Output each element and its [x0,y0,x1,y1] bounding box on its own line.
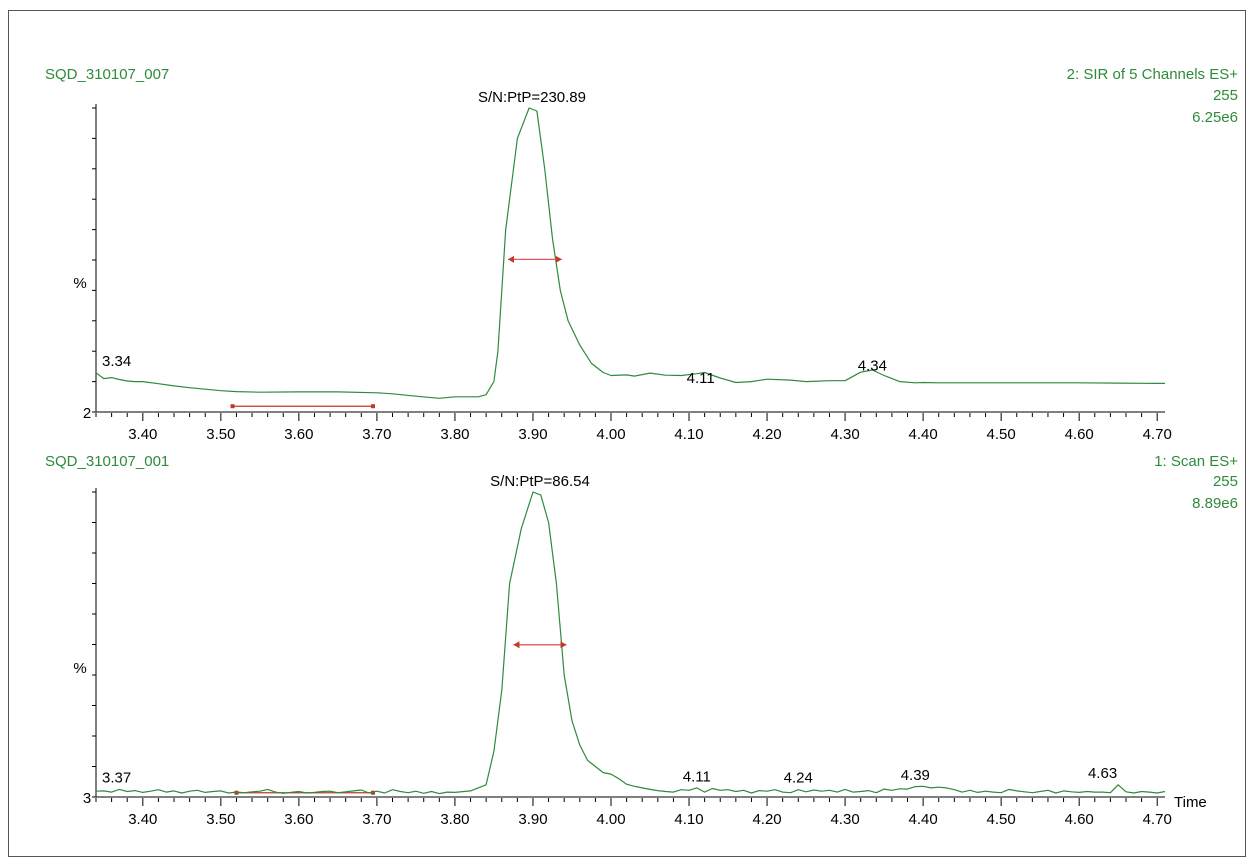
trace-top [95,107,1165,409]
peak-width-arrow-right [555,255,562,263]
sample-name-top: SQD_310107_007 [45,66,169,83]
noise-range-marker [230,404,235,409]
x-tick-label: 4.60 [1065,811,1094,828]
noise-range-marker [371,790,376,795]
x-tick-label: 4.70 [1143,426,1172,443]
panel-scan: SQD_310107_001 1: Scan ES+ 255 8.89e6 S/… [45,453,1238,828]
x-tick-label: 4.70 [1143,811,1172,828]
peak-labels-bottom: 3.37 4.11 4.24 4.39 4.63 [102,765,1117,787]
y-axis-label-top: % [73,275,86,292]
chromatogram-frame [8,10,1246,857]
peak-label: 4.63 [1088,765,1117,782]
x-tick-label: 3.80 [440,426,469,443]
peak-label: 4.11 [683,768,711,785]
sample-name-bottom: SQD_310107_001 [45,453,169,470]
x-tick-label: 4.40 [909,426,938,443]
x-tick-label: 3.60 [284,426,313,443]
x-tick-label: 4.40 [909,811,938,828]
chromatogram-trace [95,491,1166,795]
axes-bottom [92,488,1165,798]
panel-sir: SQD_310107_007 2: SIR of 5 Channels ES+ … [45,66,1238,443]
x-tick-label: 3.40 [128,811,157,828]
noise-range-marker [234,790,239,795]
y-axis-label-bottom: % [73,660,86,677]
x-ticks-bottom: 3.40 3.50 3.60 3.70 3.80 3.90 4.00 4.10 4.20 4.30… [95,798,1172,828]
chromatogram-trace [95,107,1165,399]
peak-label: 4.24 [784,770,813,787]
baseline-label-bottom: 3 [83,790,91,807]
channel-title-bottom: 1: Scan ES+ [1154,453,1238,470]
x-tick-label: 4.00 [596,811,625,828]
x-tick-label: 4.10 [674,426,703,443]
x-tick-label: 4.20 [752,811,781,828]
x-tick-label: 4.50 [987,426,1016,443]
intensity-label-bottom: 8.89e6 [1192,495,1238,512]
x-tick-label: 3.40 [128,426,157,443]
mass-label-top: 255 [1213,87,1238,104]
axes-top [92,104,1165,413]
sn-label-top: S/N:PtP=230.89 [478,89,586,106]
x-tick-label: 4.30 [830,811,859,828]
x-tick-label: 3.50 [206,426,235,443]
peak-labels-top: 3.34 4.11 4.34 [102,353,887,387]
channel-title-top: 2: SIR of 5 Channels ES+ [1067,66,1239,83]
peak-label: 3.34 [102,353,131,370]
x-tick-label: 4.00 [596,426,625,443]
peak-label: 3.37 [102,769,131,786]
x-tick-label: 3.90 [518,811,547,828]
x-tick-label: 3.50 [206,811,235,828]
baseline-label-top: 2 [83,405,91,422]
x-tick-label: 4.10 [674,811,703,828]
peak-width-arrow-left [507,255,514,263]
x-tick-label: 4.30 [830,426,859,443]
peak-width-arrow-left [513,641,520,649]
x-tick-label: 4.50 [987,811,1016,828]
peak-width-arrow-right [560,641,567,649]
peak-label: 4.34 [858,358,887,375]
noise-range-marker [371,404,376,409]
x-tick-label: 4.60 [1065,426,1094,443]
x-tick-label: 3.90 [518,426,547,443]
x-axis-label-time: Time [1174,794,1207,811]
x-tick-label: 4.20 [752,426,781,443]
x-tick-label: 3.60 [284,811,313,828]
sn-label-bottom: S/N:PtP=86.54 [490,473,590,490]
x-tick-label: 3.70 [362,811,391,828]
peak-label: 4.39 [901,767,930,784]
x-tick-label: 3.80 [440,811,469,828]
x-tick-label: 3.70 [362,426,391,443]
x-ticks-top: 3.40 3.50 3.60 3.70 3.80 3.90 4.00 4.10 4.20 4.30… [95,413,1172,443]
trace-bottom [95,491,1166,795]
peak-label: 4.11 [687,370,715,387]
mass-label-bottom: 255 [1213,473,1238,490]
intensity-label-top: 6.25e6 [1192,109,1238,126]
